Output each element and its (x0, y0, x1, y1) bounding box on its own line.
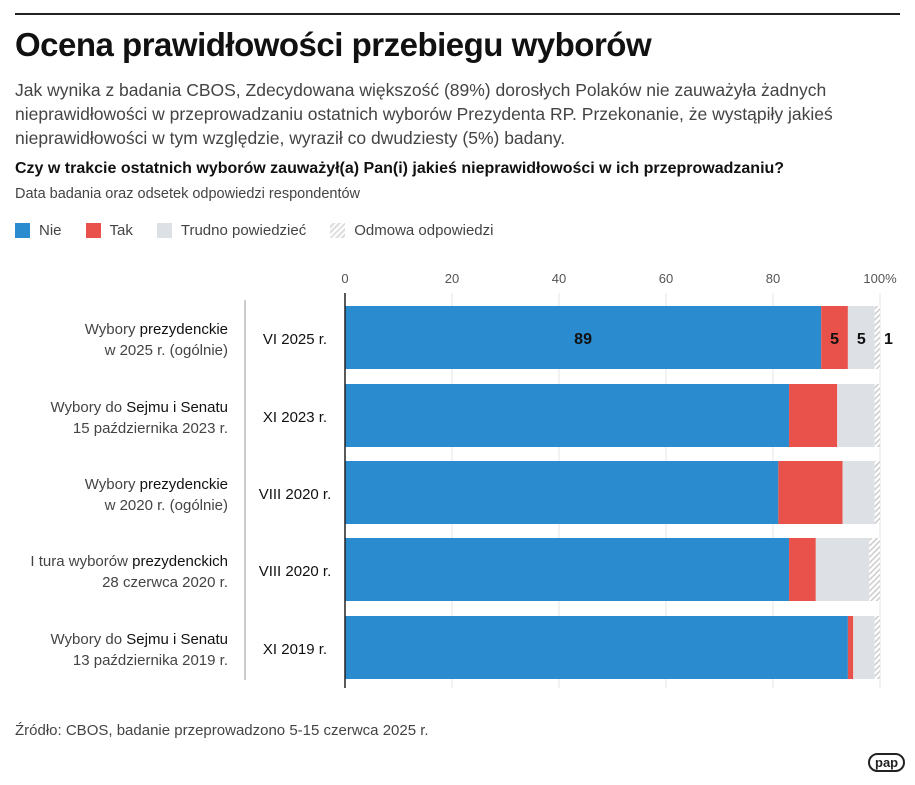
top-rule (15, 13, 900, 15)
legend-item-nie: Nie (15, 222, 62, 239)
row-label: I tura wyborów prezydenckich (30, 553, 228, 570)
legend-swatch (15, 223, 30, 238)
bar-segment-odmowa-odpowiedzi (874, 461, 880, 524)
x-tick-label: 0 (341, 271, 348, 286)
bar-segment-trudno-powiedzieć (847, 306, 875, 369)
data-label: 89 (574, 331, 592, 348)
row-sublabel: 13 października 2019 r. (73, 652, 228, 669)
legend-label: Odmowa odpowiedzi (354, 222, 494, 239)
row-sublabel: w 2025 r. (ogólnie) (104, 342, 228, 359)
legend-label: Trudno powiedzieć (180, 222, 307, 239)
row-label: Wybory prezydenckie (85, 321, 228, 338)
bar-segment-odmowa-odpowiedzi (874, 616, 880, 679)
row-sublabel: 28 czerwca 2020 r. (102, 574, 228, 591)
legend-label: Tak (109, 222, 133, 239)
bar-segment-odmowa-odpowiedzi (874, 306, 880, 369)
x-tick-label: 80 (766, 271, 780, 286)
bar-segment-nie (345, 616, 848, 679)
bar-segment-tak (847, 616, 854, 679)
x-tick-label: 100% (863, 271, 897, 286)
row-date: VI 2025 r. (263, 331, 327, 348)
data-label: 5 (857, 331, 866, 348)
legend-swatch (85, 223, 101, 238)
legend-item-tak: Tak (85, 222, 133, 239)
bar-segment-nie (345, 538, 790, 601)
bar-segment-trudno-powiedzieć (815, 538, 870, 601)
bar-segment-tak (778, 461, 843, 524)
bar-segment-nie (345, 384, 790, 447)
legend-swatch (156, 223, 172, 238)
row-date: XI 2019 r. (263, 641, 327, 658)
row-label: Wybory prezydenckie (85, 476, 228, 493)
x-tick-label: 40 (552, 271, 566, 286)
row-date: VIII 2020 r. (259, 486, 332, 503)
legend-label: Nie (39, 222, 62, 239)
pap-logo: pap (868, 753, 906, 772)
bar-segment-nie (345, 461, 779, 524)
bar-segment-odmowa-odpowiedzi (869, 538, 880, 601)
legend-item-trudno: Trudno powiedzieć (156, 222, 307, 239)
row-date: XI 2023 r. (263, 409, 327, 426)
x-tick-label: 60 (659, 271, 673, 286)
legend: Nie Tak Trudno powiedzieć Odmowa odpowie… (15, 222, 493, 239)
chart-title: Czy w trakcie ostatnich wyborów zauważył… (15, 160, 785, 177)
bar-segment-tak (789, 384, 838, 447)
page-title: Ocena prawidłowości przebiegu wyborów (15, 26, 652, 63)
bar-segment-trudno-powiedzieć (842, 461, 875, 524)
bar-segment-tak (821, 306, 848, 369)
chart-subtitle: Data badania oraz odsetek odpowiedzi res… (15, 186, 361, 202)
source-note: Źródło: CBOS, badanie przeprowadzono 5-1… (15, 722, 429, 739)
lead-text: Jak wynika z badania CBOS, Zdecydowana w… (15, 80, 833, 148)
bar-segment-nie (345, 306, 822, 369)
bar-segment-tak (789, 538, 816, 601)
row-sublabel: 15 października 2023 r. (73, 420, 228, 437)
row-label: Wybory do Sejmu i Senatu (51, 399, 228, 416)
data-label: 5 (830, 331, 839, 348)
bar-segment-odmowa-odpowiedzi (874, 384, 880, 447)
bar-segment-trudno-powiedzieć (853, 616, 875, 679)
row-date: VIII 2020 r. (259, 563, 332, 580)
data-label: 1 (884, 331, 893, 348)
row-sublabel: w 2020 r. (ogólnie) (104, 497, 228, 514)
bar-segment-trudno-powiedzieć (837, 384, 875, 447)
legend-item-odmowa: Odmowa odpowiedzi (330, 222, 493, 239)
row-label: Wybory do Sejmu i Senatu (51, 631, 228, 648)
x-tick-label: 20 (445, 271, 459, 286)
legend-swatch (330, 223, 346, 238)
